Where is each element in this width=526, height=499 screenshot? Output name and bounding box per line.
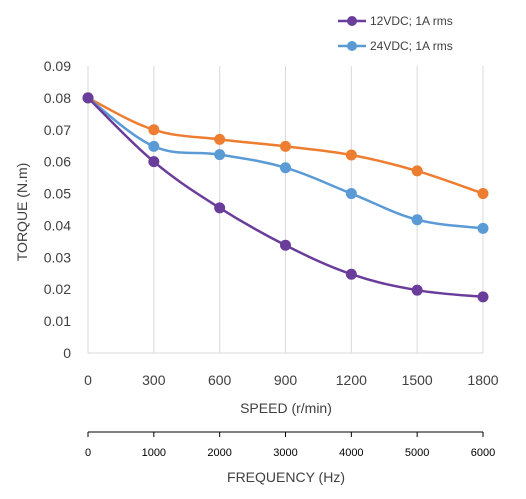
x-tick-labels: 0 300 600 900 1200 1500 1800 [84,372,499,388]
x-axis-title: SPEED (r/min) [240,400,332,416]
y-axis-title: TORQUE (N.m) [14,163,30,262]
series-1-point [82,92,94,104]
legend-label: 24VDC; 1A rms [370,39,453,53]
x-tick-label: 0 [84,372,92,388]
legend-item: 24VDC; 1A rms [338,39,453,53]
series-3-point [280,140,291,152]
series-3-point [411,165,423,177]
y-tick-label: 0.08 [44,90,71,106]
series-1-point [148,156,160,168]
y-tick-label: 0.05 [44,186,71,202]
frequency-tick-label: 3000 [273,447,297,459]
legend-marker [347,16,357,26]
frequency-tick-label: 2000 [207,447,231,459]
legend: 12VDC; 1A rms 24VDC; 1A rms [338,14,453,53]
series-1-point [214,202,226,214]
series-layer [82,92,489,303]
legend-item: 12VDC; 1A rms [338,14,453,28]
series-1 [82,92,489,303]
series-1-point [345,268,357,280]
y-tick-label: 0.09 [44,58,71,74]
y-tick-label: 0 [63,345,71,361]
y-tick-labels: 0 0.01 0.02 0.03 0.04 0.05 0.06 0.07 0.08 0.09 [44,58,71,361]
frequency-tick-label: 4000 [339,447,363,459]
series-1-point [280,239,291,251]
series-3-point [477,188,489,200]
series-3-point [345,149,357,161]
y-tick-label: 0.01 [44,313,71,329]
series-3-point [148,124,160,136]
x-tick-label: 1800 [467,372,498,388]
x-tick-label: 1500 [402,372,433,388]
series-2-point [214,149,226,161]
legend-marker [347,41,357,51]
y-tick-label: 0.03 [44,249,71,265]
frequency-tick-label: 0 [85,447,91,459]
x-tick-label: 600 [208,372,232,388]
frequency-tick-label: 1000 [142,447,166,459]
x-tick-label: 1200 [336,372,367,388]
series-1-point [477,291,489,303]
series-1-point [411,284,423,296]
grid-layer [87,66,484,354]
y-tick-label: 0.04 [44,217,71,233]
legend-label: 12VDC; 1A rms [370,14,453,28]
series-3-point [214,133,226,145]
x-tick-label: 900 [274,372,298,388]
frequency-tick-label: 5000 [405,447,429,459]
series-2-point [477,222,489,234]
x-tick-label: 300 [142,372,166,388]
y-tick-label: 0.02 [44,281,71,297]
frequency-axis-title: FREQUENCY (Hz) [227,469,345,485]
y-tick-label: 0.07 [44,122,71,138]
series-2-point [280,162,291,174]
series-2-point [345,188,357,200]
series-2-point [148,140,160,152]
frequency-axis: 0 1000 2000 3000 4000 5000 6000 [85,431,495,459]
frequency-tick-label: 6000 [471,447,495,459]
y-tick-label: 0.06 [44,154,71,170]
series-2-point [411,214,423,226]
